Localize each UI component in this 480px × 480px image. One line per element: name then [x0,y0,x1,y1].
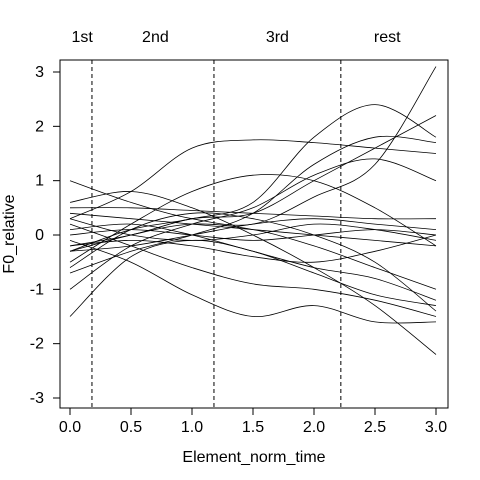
series-line-14 [69,223,437,317]
y-tick-label: 0 [35,227,44,244]
region-label-2: 2nd [142,29,169,46]
series-line-20 [69,218,437,252]
series-line-19 [69,218,437,241]
y-tick-label: 3 [35,64,44,81]
x-tick-label: 0.0 [59,419,81,436]
x-tick-label: 3.0 [425,419,447,436]
series-line-1 [69,66,437,226]
series-lines [69,66,437,355]
x-tick-label: 1.0 [181,419,203,436]
series-line-11 [69,234,437,263]
x-axis-title: Element_norm_time [182,449,325,466]
x-tick-label: 2.0 [303,419,325,436]
region-label-1: 1st [72,29,94,46]
x-tick-label: 2.5 [364,419,386,436]
y-axis: -3 -2 -1 0 1 2 3 [30,64,61,407]
series-line-2 [69,139,437,220]
series-line-15 [69,240,437,324]
y-tick-label: -2 [30,336,44,353]
region-label-3: 3rd [266,29,289,46]
region-labels: 1st 2nd 3rd rest [72,29,402,46]
x-tick-label: 0.5 [120,419,142,436]
region-boundaries [91,60,342,408]
series-line-8 [69,207,437,220]
y-tick-label: -1 [30,281,44,298]
series-line-4 [69,115,437,247]
x-axis: 0.0 0.5 1.0 1.5 2.0 2.5 3.0 [59,407,447,436]
y-tick-label: 2 [35,118,44,135]
series-line-16 [69,212,437,312]
plot-frame [59,59,449,409]
x-tick-label: 1.5 [242,419,264,436]
y-tick-label: -3 [30,390,44,407]
series-line-17 [69,239,437,317]
series-line-13 [69,191,437,355]
y-tick-label: 1 [35,173,44,190]
y-axis-title: F0_relative [1,194,18,273]
region-label-4: rest [374,29,401,46]
series-line-18 [69,223,437,301]
